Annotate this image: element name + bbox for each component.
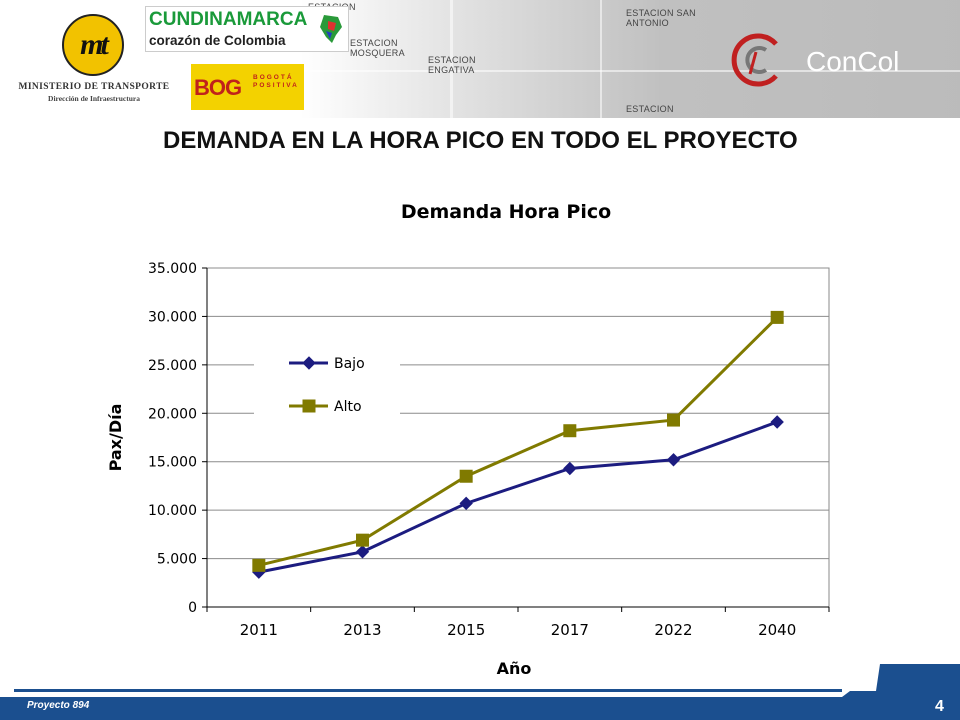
data-point-alto (563, 424, 577, 438)
data-point-bajo (666, 453, 681, 467)
legend-label-bajo: Bajo (334, 356, 365, 372)
map-background: ESTACION ESTACION MOSQUERA ESTACION ENGA… (300, 0, 960, 118)
series-line-alto (258, 316, 779, 567)
chart-title: Demanda Hora Pico (401, 201, 611, 223)
legend-marker-bajo (302, 356, 316, 370)
bogota-slogan: BOGOTÁ POSITIVA (253, 74, 299, 89)
ministry-logo-text: mt (80, 28, 109, 61)
ministry-logo: mt (62, 14, 124, 76)
plot-area (206, 267, 830, 608)
y-axis-title: Pax/Día (106, 404, 125, 472)
data-point-bajo (252, 565, 266, 579)
x-tick-label: 2015 (447, 621, 485, 639)
ministry-name-line2: Dirección de Infraestructura (48, 94, 140, 103)
chart-area (15, 188, 843, 688)
footer-bar (0, 697, 960, 720)
legend-box (254, 345, 400, 423)
ministry-name: MINISTERIO DE TRANSPORTE Dirección de In… (10, 82, 178, 103)
cundinamarca-map-icon (320, 15, 342, 43)
x-tick-label: 2022 (654, 621, 692, 639)
x-tick-label: 2040 (758, 621, 796, 639)
bogota-logo: BOG BOGOTÁ POSITIVA (191, 64, 304, 110)
y-tick-label: 20.000 (148, 406, 197, 422)
footer-corner-shape (842, 664, 960, 697)
cundinamarca-slogan: corazón de Colombia (149, 33, 286, 48)
ministry-name-line1: MINISTERIO DE TRANSPORTE (18, 82, 170, 92)
x-tick-label: 2017 (551, 621, 589, 639)
slide-title: DEMANDA EN LA HORA PICO EN TODO EL PROYE… (163, 127, 798, 154)
data-point-bajo (459, 496, 473, 511)
data-point-alto (667, 413, 680, 427)
data-point-alto (770, 310, 784, 324)
x-axis-title: Año (497, 659, 532, 678)
concol-name: ConCol (806, 46, 900, 77)
data-point-alto (252, 558, 266, 572)
x-tick-label: 2013 (343, 621, 381, 639)
map-station-label: ESTACION MOSQUERA (350, 38, 405, 58)
y-tick-label: 10.000 (148, 503, 197, 519)
y-tick-label: 5.000 (157, 552, 197, 568)
y-tick-label: 35.000 (148, 261, 197, 277)
legend-label-alto: Alto (334, 399, 362, 415)
concol-logo-icon (731, 33, 778, 87)
slide-header: ESTACION ESTACION MOSQUERA ESTACION ENGA… (0, 0, 960, 118)
map-station-label: ESTACION ENGATIVA (428, 55, 476, 75)
y-tick-label: 30.000 (148, 309, 197, 325)
data-point-alto (459, 469, 473, 483)
bogota-logo-text: BOG (194, 75, 242, 100)
data-point-bajo (355, 545, 370, 559)
project-label: Proyecto 894 (27, 700, 90, 711)
series-line-bajo (258, 420, 778, 574)
page-number: 4 (935, 698, 944, 715)
y-tick-label: 15.000 (148, 455, 197, 471)
cundinamarca-logo: CUNDINAMARCA corazón de Colombia (145, 6, 349, 52)
data-point-alto (356, 533, 369, 547)
cundinamarca-title: CUNDINAMARCA (149, 9, 308, 30)
legend-marker-alto (302, 399, 316, 413)
data-point-bajo (563, 461, 577, 476)
x-tick-label: 2011 (240, 621, 278, 639)
footer-divider (14, 689, 842, 692)
y-tick-label: 25.000 (148, 358, 197, 374)
map-station-label: ESTACION SAN ANTONIO (626, 8, 696, 28)
map-station-label: ESTACION (626, 104, 674, 114)
y-tick-label: 0 (188, 600, 197, 616)
data-point-bajo (770, 415, 784, 429)
